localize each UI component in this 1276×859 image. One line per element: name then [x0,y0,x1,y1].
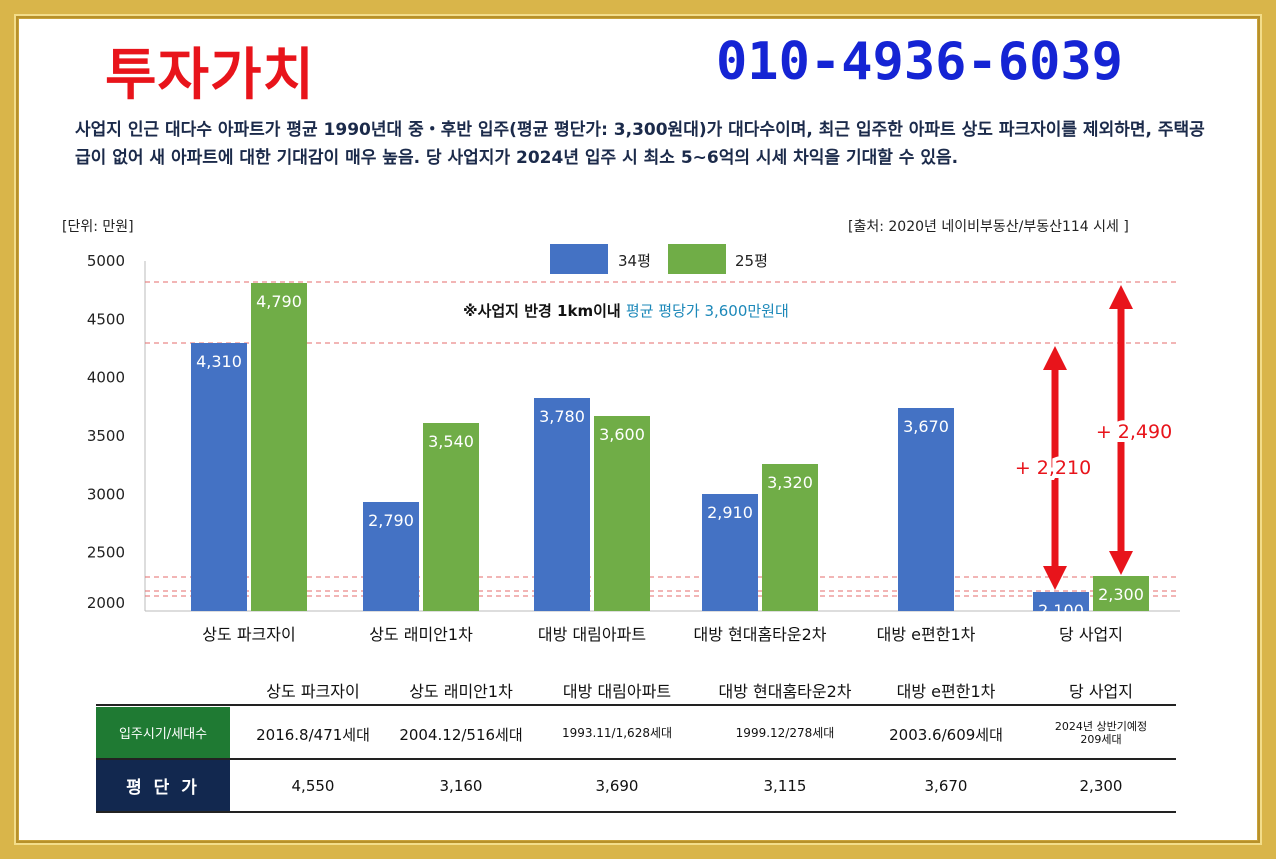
note-highlight: 평균 평당가 3,600만원대 [625,302,789,320]
legend-swatch-34 [550,244,608,274]
arrow-34-head-down [1043,566,1067,590]
bar-34 [702,494,758,611]
bar-data-label: 2,790 [368,511,414,530]
x-category-label: 대방 대림아파트 [538,625,646,644]
phone-number[interactable]: 010-4936-6039 [716,32,1123,92]
bar-data-label: 2,910 [707,503,753,522]
y-tick-label: 2000 [87,594,125,612]
table-cell: 3,115 [763,777,807,795]
table-cell: 2016.8/471세대 [256,726,370,744]
source-label: [출처: 2020년 네이비부동산/부동산114 시세 ] [848,219,1129,235]
bar-data-label: 3,600 [599,425,645,444]
table-line-top [96,704,1176,706]
table-header-cell: 상도 래미안1차 [409,682,513,701]
table-cell-line: 2024년 상반기예정 [1054,720,1148,733]
x-category-label: 상도 래미안1차 [369,625,473,644]
bar-data-label: 4,310 [196,352,242,371]
legend-label-34: 34평 [618,252,651,270]
bar-34 [898,408,954,611]
table-cell: 2003.6/609세대 [889,726,1003,744]
bar-data-label: 4,790 [256,292,302,311]
row-label-move-in: 입주시기/세대수 [96,707,230,758]
x-category-label: 당 사업지 [1059,625,1123,644]
y-tick-label: 2500 [87,544,125,562]
table-cell: 1999.12/278세대 [735,726,835,740]
bar-34 [534,398,590,611]
arrow-34-head-up [1043,346,1067,370]
table-cell: 3,670 [924,777,968,795]
table-cell: 1993.11/1,628세대 [561,726,673,740]
bar-chart: 5000 4500 4000 3500 3000 2500 2000 4,310 4,790 상도… [87,252,1180,644]
table-cell: 2,300 [1079,777,1123,795]
row-label-price: 평 단 가 [96,760,230,811]
inner-border [18,18,1258,841]
legend-swatch-25 [668,244,726,274]
description-text: 사업지 인근 대다수 아파트가 평균 1990년대 중・후반 입주(평균 평단가… [75,120,1205,168]
table-cell: 2004.12/516세대 [399,726,523,744]
table-header-cell: 당 사업지 [1069,682,1133,701]
unit-label: [단위: 만원] [62,219,134,235]
bar-data-label: 3,320 [767,473,813,492]
arrow-25-head-up [1109,285,1133,309]
y-tick-label: 5000 [87,252,125,270]
bar-25 [423,423,479,611]
annotation-diff-25: + 2,490 [1096,421,1172,443]
table-header-cell: 대방 현대홈타운2차 [718,682,852,701]
table-cell-line: 209세대 [1080,733,1122,746]
table-line-bottom [96,811,1176,813]
legend-label-25: 25평 [735,252,768,270]
bar-data-label: 3,670 [903,417,949,436]
bar-data-label: 2,100 [1038,601,1084,620]
x-category-label: 대방 현대홈타운2차 [693,625,826,644]
x-category-label: 상도 파크자이 [202,625,295,644]
y-tick-label: 3000 [87,485,125,503]
table-cell: 3,690 [595,777,639,795]
bar-34 [363,502,419,611]
bar-34 [191,343,247,611]
y-tick-label: 3500 [87,427,125,445]
x-category-label: 대방 e편한1차 [877,625,976,644]
y-tick-label: 4500 [87,310,125,328]
note-prefix: ※사업지 반경 1km이내 [463,302,626,320]
table-cell: 4,550 [291,777,335,795]
table-header-cell: 상도 파크자이 [266,682,360,701]
table-header-cell: 대방 대림아파트 [562,682,672,701]
bar-34 [1033,592,1089,611]
bar-25 [594,416,650,611]
page-title: 투자가치 [105,43,316,108]
bar-25 [1093,576,1149,611]
bar-data-label: 2,300 [1098,585,1144,604]
arrow-25-head-down [1109,551,1133,575]
bar-25 [251,283,307,611]
table-cell: 2024년 상반기예정 209세대 [1026,720,1176,746]
table-cell: 3,160 [439,777,483,795]
bar-25 [762,464,818,611]
y-tick-label: 4000 [87,369,125,387]
annotation-diff-34: + 2,210 [1015,457,1091,479]
table-header-cell: 대방 e편한1차 [896,682,996,701]
bar-data-label: 3,540 [428,432,474,451]
table-line-mid [96,758,1176,760]
chart-note: ※사업지 반경 1km이내 평균 평당가 3,600만원대 [463,300,789,321]
bar-data-label: 3,780 [539,407,585,426]
